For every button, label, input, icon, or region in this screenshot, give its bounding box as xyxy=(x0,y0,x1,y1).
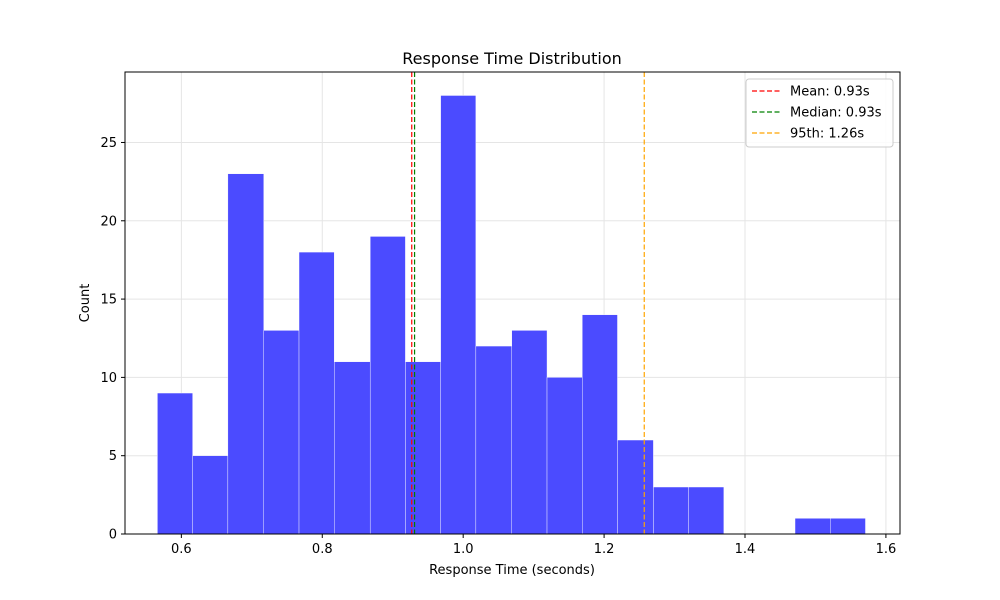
histogram-bar xyxy=(475,345,512,535)
histogram-bar xyxy=(227,173,264,535)
x-tick-label: 1.4 xyxy=(735,542,756,557)
y-tick-label: 15 xyxy=(100,293,117,308)
histogram-bar xyxy=(298,251,335,535)
histogram-bar xyxy=(794,518,831,535)
x-axis-label: Response Time (seconds) xyxy=(429,563,595,578)
histogram-bar xyxy=(263,330,300,535)
y-tick-label: 0 xyxy=(109,528,117,543)
histogram-bar xyxy=(830,518,866,535)
legend-box xyxy=(745,78,894,148)
histogram-bar xyxy=(688,486,725,535)
histogram-bar xyxy=(440,95,477,535)
histogram-bars xyxy=(157,95,866,535)
x-tick-label: 1.2 xyxy=(594,542,615,557)
histogram-bar xyxy=(511,330,548,535)
histogram-bar xyxy=(405,361,441,535)
x-axis-ticks: 0.6 0.8 1.0 1.2 1.4 1.6 xyxy=(171,534,896,557)
histogram-bar xyxy=(192,455,229,535)
histogram-bar xyxy=(617,439,654,535)
y-tick-label: 5 xyxy=(109,449,117,464)
x-tick-label: 0.8 xyxy=(312,542,333,557)
histogram-bar xyxy=(334,361,371,535)
y-axis-ticks: 0 5 10 15 20 25 xyxy=(100,136,125,543)
legend-label: 95th: 1.26s xyxy=(790,127,864,142)
x-tick-label: 1.6 xyxy=(876,542,897,557)
legend-label: Median: 0.93s xyxy=(790,106,882,121)
histogram-bar xyxy=(157,392,193,535)
reference-lines xyxy=(411,72,645,534)
legend-label: Mean: 0.93s xyxy=(790,85,870,100)
histogram-bar xyxy=(653,486,689,535)
y-tick-label: 25 xyxy=(100,136,117,151)
chart-title: Response Time Distribution xyxy=(402,49,622,68)
x-tick-label: 0.6 xyxy=(171,542,192,557)
y-tick-label: 10 xyxy=(100,371,117,386)
y-tick-label: 20 xyxy=(100,214,117,229)
histogram-bar xyxy=(582,314,618,535)
histogram-bar xyxy=(369,236,406,535)
y-axis-label: Count xyxy=(78,284,93,323)
legend: Mean: 0.93s Median: 0.93s 95th: 1.26s xyxy=(745,78,894,148)
plot-frame xyxy=(124,71,901,535)
x-tick-label: 1.0 xyxy=(453,542,474,557)
histogram-bar xyxy=(546,377,583,535)
